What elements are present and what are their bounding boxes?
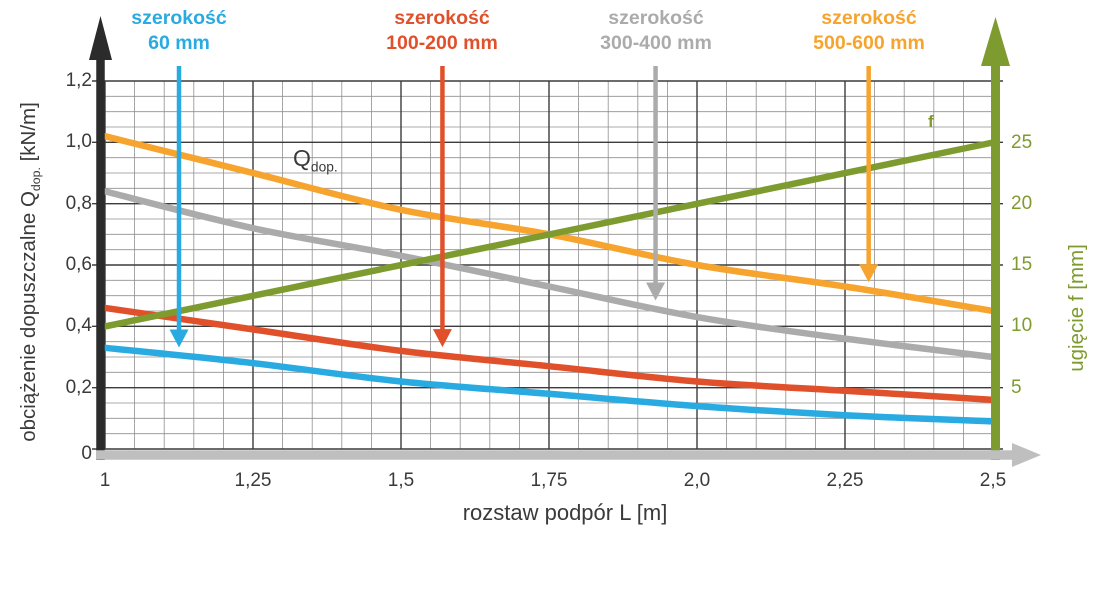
left-axis-tick-1,2: 1,2 bbox=[65, 70, 92, 91]
qdop-curve-label-main: Q bbox=[293, 145, 311, 171]
series-label-2: szerokość 300-400 mm bbox=[541, 6, 771, 56]
right-axis-tick-20: 20 bbox=[1011, 193, 1033, 214]
series-curve-0 bbox=[101, 344, 997, 425]
right-axis-arrowhead bbox=[981, 17, 1010, 66]
qdop-curve-label: Qdop. bbox=[293, 145, 338, 175]
left-axis-tick-0,4: 0,4 bbox=[65, 315, 92, 336]
qdop-curve-label-sub: dop. bbox=[310, 159, 338, 175]
x-axis-tick-1,75: 1,75 bbox=[530, 470, 568, 491]
right-axis-tick-5: 5 bbox=[1011, 377, 1022, 398]
pointer-arrowhead-2 bbox=[646, 282, 666, 301]
series-label-line1: szerokość bbox=[608, 7, 704, 29]
series-curve-1 bbox=[101, 304, 997, 404]
series-label-3: szerokość 500-600 mm bbox=[754, 6, 984, 56]
series-label-line2: 500-600 mm bbox=[813, 32, 925, 54]
series-label-line2: 60 mm bbox=[148, 32, 210, 54]
series-label-line1: szerokość bbox=[131, 7, 227, 29]
x-axis-tick-2,5: 2,5 bbox=[979, 470, 1007, 491]
series-curve-4 bbox=[101, 139, 997, 330]
left-axis-tick-1,0: 1,0 bbox=[65, 131, 92, 152]
series-label-1: szerokość 100-200 mm bbox=[327, 6, 557, 56]
left-axis-title-subscript: dop. bbox=[29, 167, 44, 192]
series-label-line1: szerokość bbox=[394, 7, 490, 29]
left-axis-tick-0,6: 0,6 bbox=[65, 254, 92, 275]
left-axis-tick-0: 0 bbox=[81, 443, 92, 464]
series-curve-2 bbox=[101, 188, 997, 361]
x-axis-tick-1: 1 bbox=[99, 470, 111, 491]
x-axis-tick-1,25: 1,25 bbox=[234, 470, 272, 491]
x-axis-tick-2,0: 2,0 bbox=[683, 470, 711, 491]
series-label-line2: 300-400 mm bbox=[600, 32, 712, 54]
pointer-arrowhead-3 bbox=[859, 264, 879, 283]
left-axis-arrowhead bbox=[89, 16, 112, 60]
pointer-arrowhead-0 bbox=[169, 329, 189, 348]
series-label-0: szerokość 60 mm bbox=[64, 6, 294, 56]
pointer-arrowhead-1 bbox=[432, 329, 452, 348]
x-axis-tick-2,25: 2,25 bbox=[826, 470, 864, 491]
right-axis-tick-25: 25 bbox=[1011, 132, 1033, 153]
x-axis-title: rozstaw podpór L [m] bbox=[462, 500, 668, 525]
left-axis-tick-0,2: 0,2 bbox=[65, 377, 92, 398]
right-axis-tick-15: 15 bbox=[1011, 254, 1033, 275]
left-axis-tick-0,8: 0,8 bbox=[65, 193, 92, 214]
x-axis-tick-1,5: 1,5 bbox=[387, 470, 415, 491]
x-axis-arrowhead bbox=[1012, 443, 1041, 467]
series-label-line1: szerokość bbox=[821, 7, 917, 29]
series-label-line2: 100-200 mm bbox=[386, 32, 498, 54]
right-axis-tick-10: 10 bbox=[1011, 315, 1033, 336]
f-curve-label: f bbox=[928, 112, 934, 131]
